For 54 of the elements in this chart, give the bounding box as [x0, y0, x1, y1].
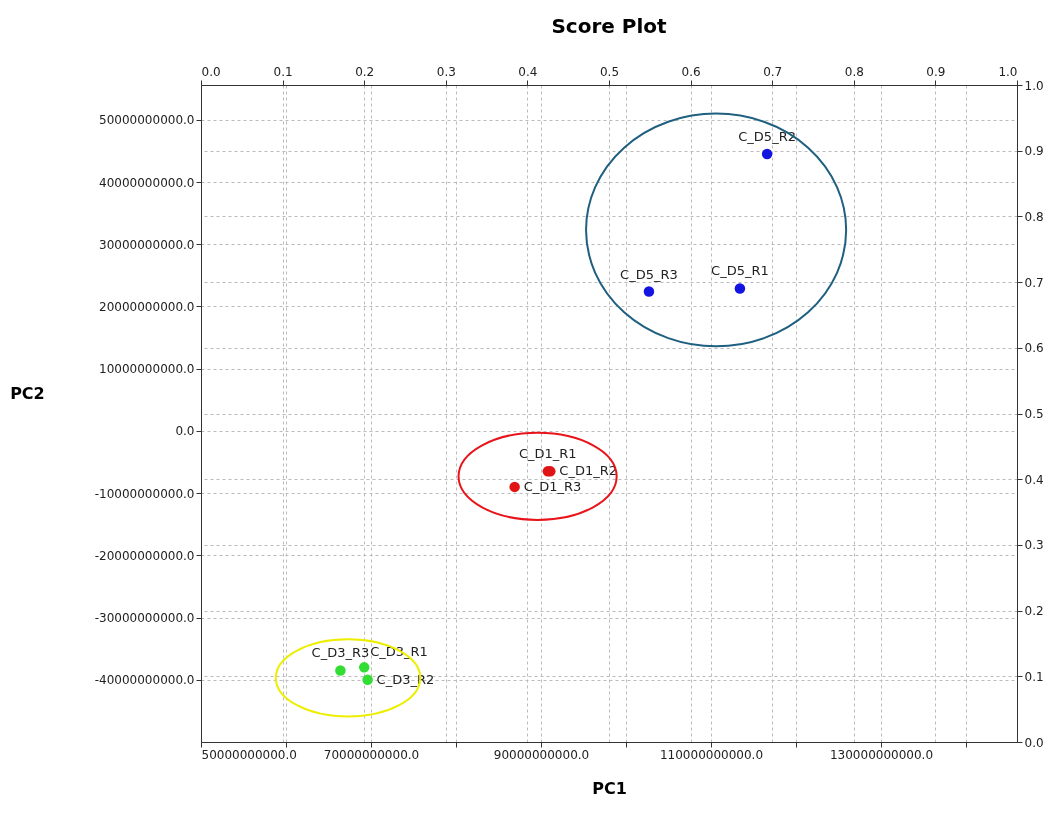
point: [358, 662, 370, 673]
y-tick-label: 20000000000.0: [99, 299, 195, 314]
y-tick-label: -30000000000.0: [94, 611, 195, 626]
y2-tick-label: 0.7: [1024, 275, 1044, 290]
x2-tick-label: 1.0: [998, 64, 1018, 79]
y2-tick-label: 0.9: [1024, 144, 1044, 159]
y-tick-label: 40000000000.0: [99, 175, 195, 190]
point: [734, 283, 746, 294]
x2-tick-label: 0.8: [844, 64, 864, 79]
y-tick-label: 50000000000.0: [99, 113, 195, 128]
x2-tick-label: 0.2: [355, 64, 375, 79]
x2-tick-label: 0.5: [599, 64, 620, 79]
point: [362, 674, 373, 686]
point: [643, 286, 655, 297]
y2-tick-label: 0.8: [1024, 209, 1044, 224]
y-tick-label: 0.0: [175, 424, 195, 439]
x-tick-label: 50000000000.0: [201, 747, 297, 762]
y2-tick-label: 0.1: [1024, 669, 1044, 684]
x-tick-label: 90000000000.0: [493, 747, 590, 762]
x-tick-label: 70000000000.0: [323, 747, 420, 762]
y2-tick-label: 0.0: [1024, 735, 1044, 750]
y2-tick-label: 0.4: [1024, 472, 1044, 487]
y-axis-title: PC2: [10, 384, 45, 403]
annotation: C_D1_R3: [523, 478, 582, 494]
annotation: C_D5_R2: [738, 129, 796, 145]
chart-title: Score Plot: [551, 14, 668, 38]
annotation: C_D1_R2: [559, 463, 618, 479]
point: [509, 481, 520, 493]
x2-tick-label: 0.9: [926, 64, 946, 79]
annotation: C_D3_R3: [311, 645, 370, 661]
annotation: C_D5_R3: [620, 266, 678, 282]
y2-tick-label: 0.6: [1024, 341, 1044, 356]
annotation: C_D5_R1: [711, 263, 769, 279]
y2-tick-label: 0.2: [1024, 604, 1044, 619]
x-tick-label: 110000000000.0: [659, 747, 764, 762]
y-tick-label: 30000000000.0: [99, 237, 195, 252]
x2-tick-label: 0.7: [763, 64, 783, 79]
x-tick-label: 130000000000.0: [829, 747, 934, 762]
point: [761, 148, 773, 160]
point: [335, 665, 346, 676]
x2-tick-label: 0.0: [201, 64, 221, 79]
y2-tick-label: 0.5: [1024, 407, 1044, 421]
y-tick-label: -20000000000.0: [94, 548, 195, 563]
y-tick-label: 10000000000.0: [99, 362, 195, 377]
x2-tick-label: 0.3: [436, 64, 456, 79]
annotation: C_D1_R1: [518, 446, 577, 462]
x2-tick-label: 0.6: [681, 64, 701, 79]
x2-tick-label: 0.4: [518, 64, 538, 79]
y-tick-label: -40000000000.0: [94, 673, 195, 688]
y2-tick-label: 1.0: [1024, 78, 1044, 93]
x-axis-title: PC1: [592, 778, 627, 798]
y-tick-label: -10000000000.0: [94, 486, 195, 501]
x2-tick-label: 0.1: [273, 64, 293, 79]
y2-tick-label: 0.3: [1024, 538, 1044, 553]
